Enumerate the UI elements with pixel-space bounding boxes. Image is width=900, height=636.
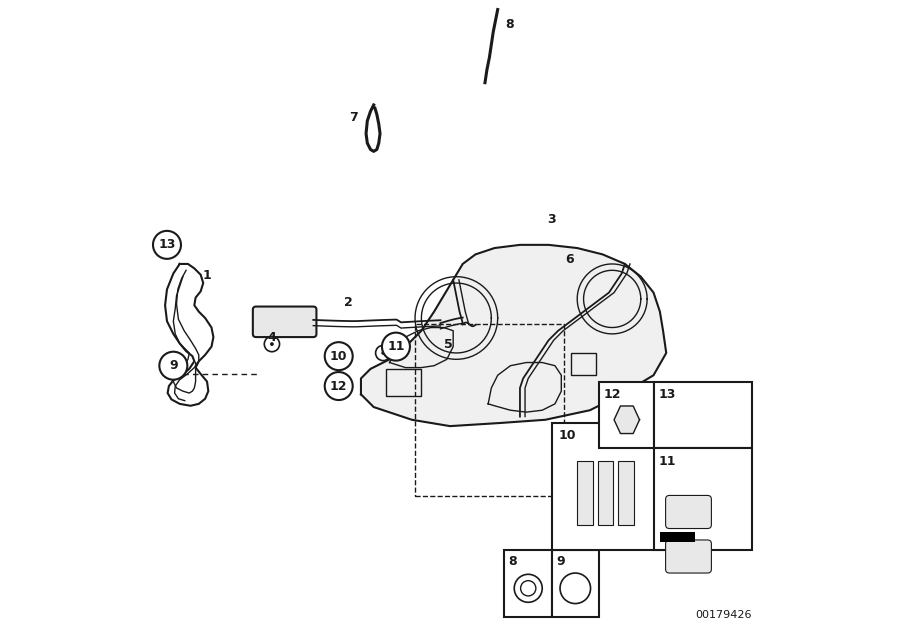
Bar bbox=[552, 423, 666, 550]
Bar bbox=[599, 382, 653, 448]
Text: 6: 6 bbox=[565, 253, 574, 266]
Circle shape bbox=[270, 342, 274, 346]
Circle shape bbox=[325, 372, 353, 400]
Text: 4: 4 bbox=[267, 331, 276, 343]
Circle shape bbox=[265, 336, 280, 352]
Circle shape bbox=[382, 333, 410, 361]
Text: 13: 13 bbox=[158, 238, 176, 251]
Circle shape bbox=[153, 231, 181, 259]
Text: 5: 5 bbox=[445, 338, 453, 351]
Bar bbox=[571, 353, 597, 375]
Bar bbox=[386, 369, 421, 396]
Circle shape bbox=[159, 352, 187, 380]
Circle shape bbox=[375, 345, 391, 361]
Text: 10: 10 bbox=[558, 429, 576, 442]
Bar bbox=[618, 461, 634, 525]
Bar bbox=[653, 448, 752, 550]
Bar bbox=[504, 550, 552, 617]
Text: 1: 1 bbox=[202, 269, 211, 282]
Text: 11: 11 bbox=[387, 340, 405, 353]
Bar bbox=[653, 382, 752, 448]
Polygon shape bbox=[361, 245, 666, 426]
Bar bbox=[552, 550, 599, 617]
FancyBboxPatch shape bbox=[666, 540, 711, 573]
Bar bbox=[598, 461, 614, 525]
Polygon shape bbox=[614, 406, 640, 434]
Bar bbox=[660, 532, 695, 542]
Text: 8: 8 bbox=[506, 18, 514, 31]
Text: 3: 3 bbox=[547, 213, 556, 226]
Text: 10: 10 bbox=[330, 350, 347, 363]
Text: 9: 9 bbox=[169, 359, 177, 372]
Text: 13: 13 bbox=[659, 388, 676, 401]
Text: 12: 12 bbox=[604, 388, 621, 401]
FancyBboxPatch shape bbox=[253, 307, 317, 337]
Circle shape bbox=[382, 351, 385, 355]
Text: 9: 9 bbox=[556, 555, 565, 568]
Bar bbox=[415, 324, 564, 496]
Text: 7: 7 bbox=[349, 111, 357, 124]
Text: 00179426: 00179426 bbox=[696, 610, 752, 620]
FancyBboxPatch shape bbox=[666, 495, 711, 529]
Circle shape bbox=[325, 342, 353, 370]
Text: 2: 2 bbox=[344, 296, 353, 308]
Text: 11: 11 bbox=[659, 455, 676, 467]
Text: 12: 12 bbox=[330, 380, 347, 392]
Bar bbox=[577, 461, 593, 525]
Text: 8: 8 bbox=[508, 555, 518, 568]
